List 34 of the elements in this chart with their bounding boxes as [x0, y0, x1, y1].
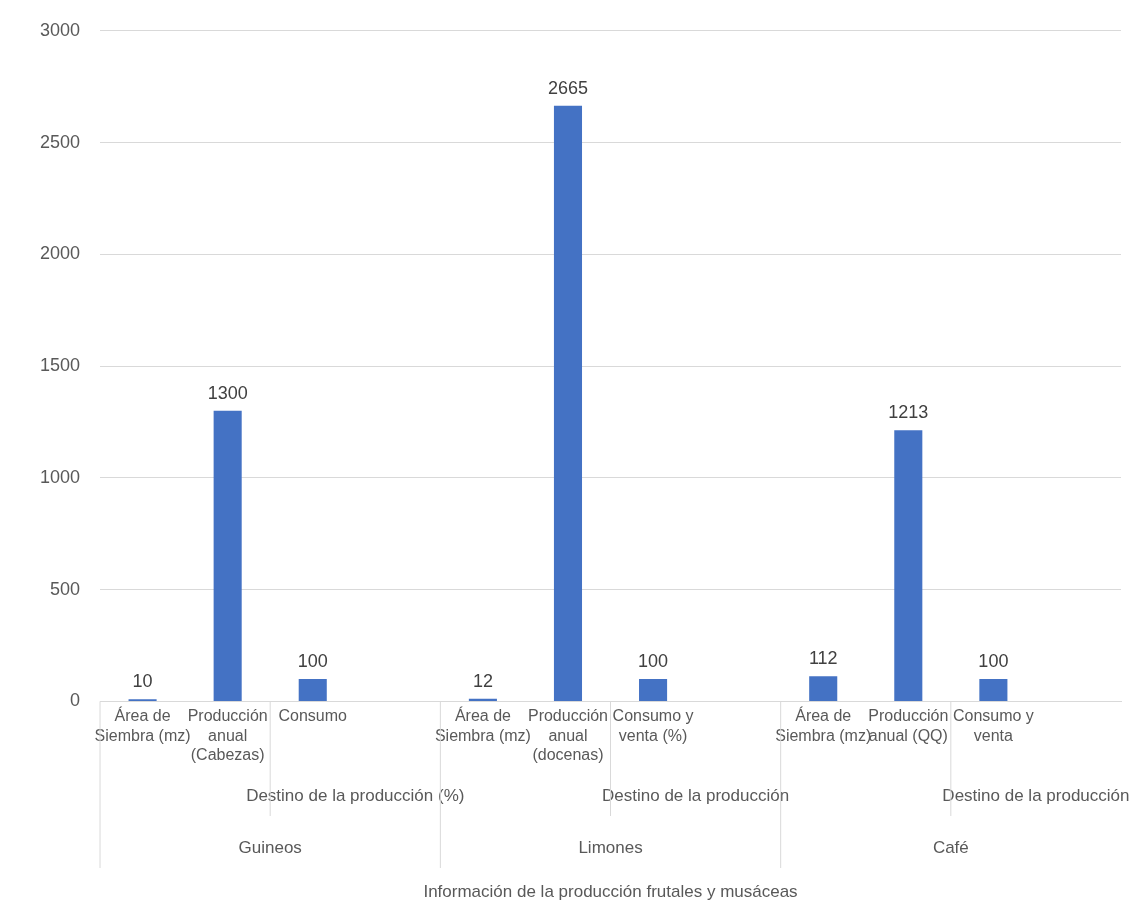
y-tick-label: 2500	[40, 131, 81, 152]
text: Destino de la producción	[942, 785, 1130, 805]
bar	[298, 679, 327, 701]
data-label: 100	[978, 651, 1009, 672]
data-label: 10	[132, 671, 153, 692]
y-tick-label: 0	[70, 690, 81, 711]
text: Destino de la producción (%)	[246, 785, 465, 805]
data-label: 112	[808, 648, 838, 669]
x-tick-label: Consumo y venta (%)	[612, 707, 694, 744]
y-tick-label: 500	[50, 578, 81, 599]
y-tick-label: 2000	[40, 243, 81, 264]
bar	[213, 410, 242, 701]
bar	[979, 679, 1008, 701]
y-tick-label: 3000	[40, 19, 81, 40]
text: Guineos	[238, 837, 302, 857]
bar	[809, 676, 838, 701]
x-tick-label: Consumo	[278, 707, 348, 725]
x-tick-label: Consumo y venta	[952, 707, 1034, 744]
data-label: 1213	[888, 402, 929, 423]
data-label: 2665	[547, 77, 589, 98]
text: Información de la producción frutales y musáceas	[423, 881, 798, 901]
data-label: 1300	[207, 382, 248, 403]
bar	[639, 679, 668, 701]
data-label: 100	[297, 651, 328, 672]
text: Destino de la producción	[602, 785, 790, 805]
data-label: 12	[472, 670, 493, 691]
y-tick-label: 1500	[40, 355, 81, 376]
bar	[894, 430, 923, 701]
bar	[468, 698, 497, 701]
text: Limones	[578, 837, 643, 857]
y-tick-label: 1000	[40, 466, 81, 487]
bar	[553, 105, 583, 701]
text: Café	[932, 837, 969, 857]
data-label: 100	[638, 651, 669, 672]
